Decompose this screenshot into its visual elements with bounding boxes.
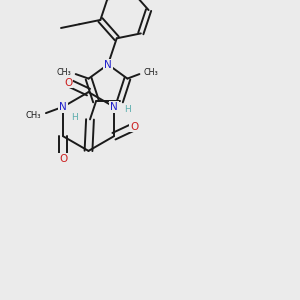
Text: O: O	[64, 77, 72, 88]
Text: CH₃: CH₃	[143, 68, 158, 77]
Text: N: N	[104, 59, 112, 70]
Text: O: O	[59, 154, 67, 164]
Text: CH₃: CH₃	[25, 111, 40, 120]
Text: H: H	[124, 105, 130, 114]
Text: H: H	[71, 112, 78, 122]
Text: O: O	[130, 122, 139, 132]
Text: N: N	[59, 102, 67, 112]
Text: CH₃: CH₃	[56, 68, 71, 77]
Text: N: N	[110, 102, 118, 112]
